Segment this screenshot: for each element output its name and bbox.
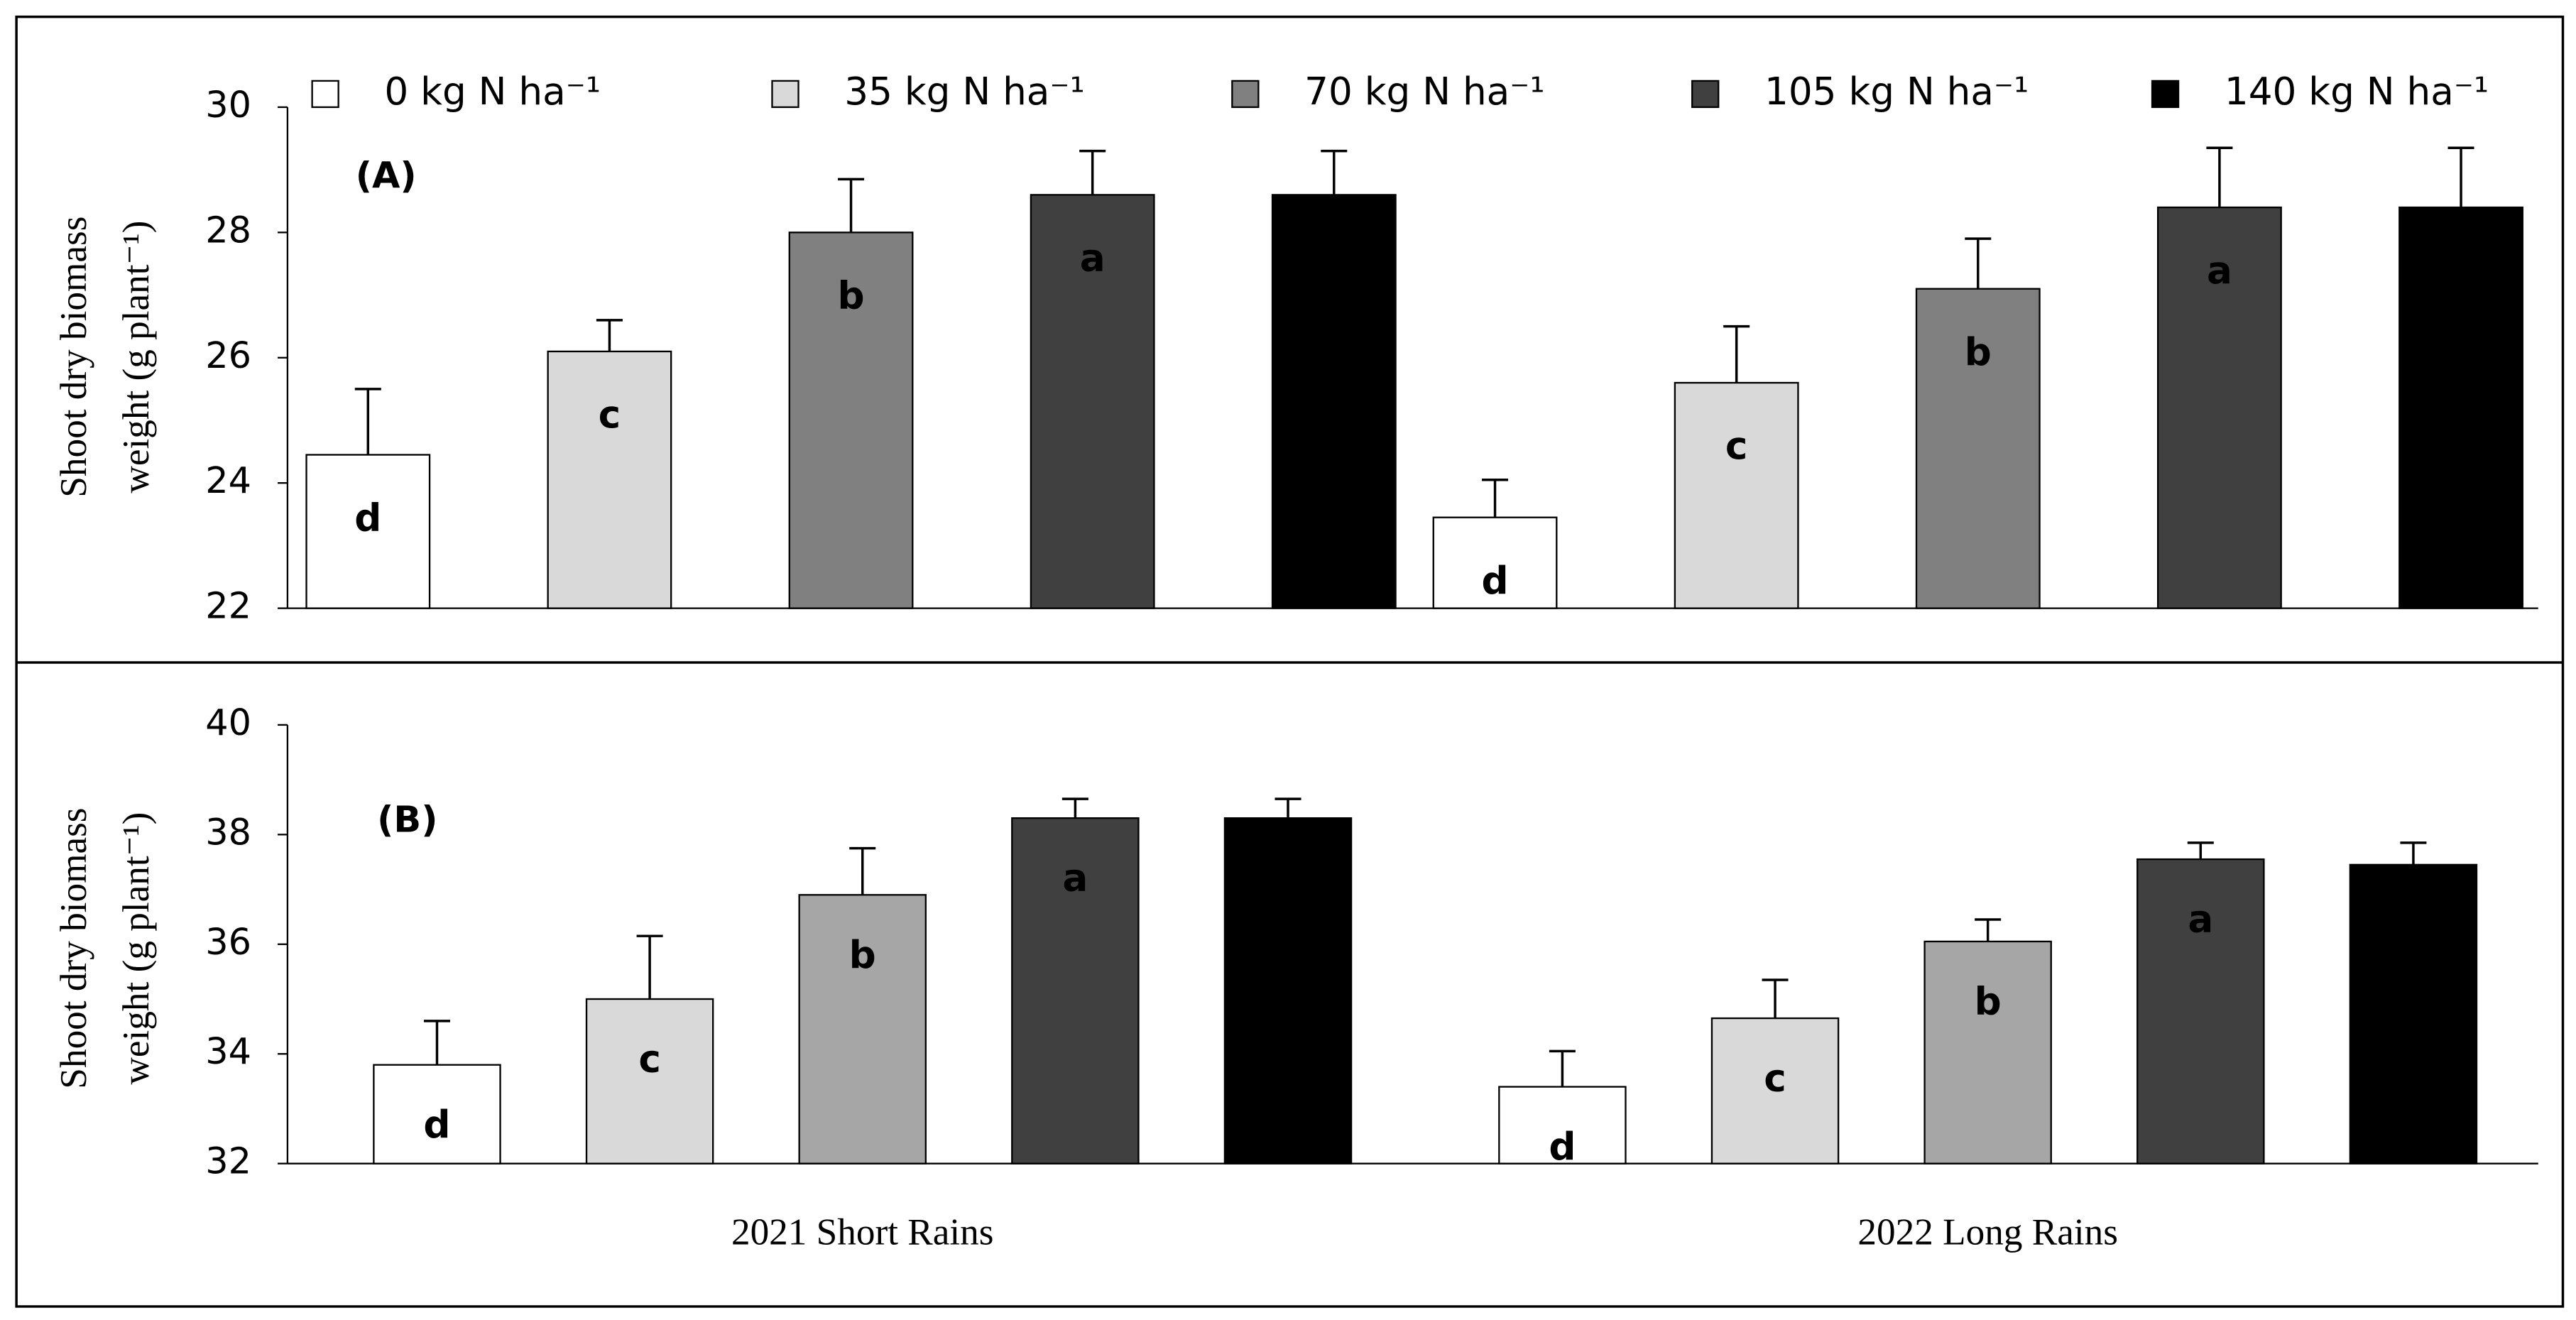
significance-letter: a [1275, 856, 1301, 900]
error-bar [1549, 1049, 1576, 1087]
y-tick-label: 38 [205, 812, 251, 853]
error-bar [2447, 146, 2474, 208]
y-axis-label: Shoot dry biomass [53, 217, 94, 498]
bar [1498, 1086, 1627, 1164]
y-tick-label: 30 [205, 84, 251, 126]
significance-letter: c [1764, 1057, 1786, 1101]
bar [798, 894, 927, 1164]
panel-label: (A) [356, 155, 417, 197]
error-bar [1723, 324, 1750, 383]
y-tick-label: 40 [205, 702, 251, 744]
significance-letter: c [599, 393, 621, 437]
bar [1030, 194, 1155, 609]
bar [1223, 817, 1353, 1164]
significance-letter: c [1725, 424, 1748, 468]
y-axis-label: weight (g plant⁻¹) [115, 812, 157, 1085]
error-bar [2187, 841, 2214, 860]
significance-letter: b [1965, 330, 1992, 374]
bar [305, 454, 431, 609]
significance-letter: d [1481, 559, 1508, 603]
legend-swatch [1691, 80, 1720, 109]
y-tick-label: 24 [205, 460, 251, 502]
legend-swatch [771, 80, 799, 109]
bar [1710, 1017, 1840, 1164]
error-bar [1275, 797, 1301, 819]
significance-letter: d [354, 496, 381, 540]
y-tick-label: 26 [205, 335, 251, 377]
bar [1271, 194, 1397, 609]
y-tick-label: 34 [205, 1031, 251, 1073]
error-bar [1975, 918, 2002, 942]
legend-label: 70 kg N ha⁻¹ [1304, 70, 1545, 114]
error-bar [1079, 149, 1106, 195]
error-bar [2400, 841, 2427, 865]
error-bar [354, 388, 381, 455]
error-bar [636, 934, 663, 1000]
y-tick-label: 36 [205, 922, 251, 964]
error-bar [1321, 149, 1348, 195]
significance-letter: b [837, 274, 864, 318]
error-bar [1762, 978, 1789, 1019]
legend-label: 105 kg N ha⁻¹ [1764, 70, 2029, 114]
bar [585, 998, 714, 1164]
legend-swatch [1231, 80, 1260, 109]
bar [1923, 940, 2052, 1164]
bar [2398, 206, 2523, 609]
legend-label: 140 kg N ha⁻¹ [2225, 70, 2489, 114]
error-bar [1482, 479, 1509, 518]
y-tick-label: 32 [205, 1141, 251, 1183]
y-axis-label: Shoot dry biomass [53, 808, 94, 1089]
significance-letter: a [2207, 249, 2232, 293]
error-bar [2206, 146, 2233, 208]
error-bar [838, 178, 865, 233]
legend-label: 0 kg N ha⁻¹ [384, 70, 601, 114]
error-bar [849, 846, 876, 895]
significance-letter: a [2401, 902, 2426, 947]
error-bar [1061, 797, 1088, 819]
y-tick-label: 22 [205, 586, 251, 628]
significance-letter: c [638, 1037, 661, 1081]
x-tick-label: 2021 Short Rains [731, 1211, 994, 1253]
bar [2349, 863, 2478, 1164]
significance-letter: a [1080, 236, 1106, 280]
significance-letter: a [2188, 898, 2213, 942]
significance-letter: a [2448, 249, 2474, 293]
legend-swatch [311, 80, 339, 109]
significance-letter: b [849, 933, 876, 977]
bar [373, 1064, 501, 1164]
bar [2156, 206, 2282, 609]
error-bar [423, 1020, 450, 1065]
error-bar [596, 319, 623, 351]
significance-letter: d [1549, 1125, 1576, 1169]
bar [1674, 381, 1799, 609]
significance-letter: d [423, 1103, 450, 1147]
bar [1011, 817, 1140, 1164]
legend-swatch [2151, 80, 2180, 109]
legend-label: 35 kg N ha⁻¹ [844, 70, 1085, 114]
significance-letter: a [1321, 236, 1347, 280]
panel-label: (B) [377, 799, 437, 841]
bar [1915, 288, 2041, 609]
y-tick-label: 28 [205, 209, 251, 251]
significance-letter: a [1062, 856, 1088, 900]
x-tick-label: 2022 Long Rains [1857, 1211, 2118, 1253]
bar [547, 350, 672, 609]
significance-letter: b [1975, 979, 2002, 1023]
error-bar [1965, 237, 1992, 289]
bar [2136, 858, 2265, 1164]
y-axis-label: weight (g plant⁻¹) [115, 221, 157, 493]
